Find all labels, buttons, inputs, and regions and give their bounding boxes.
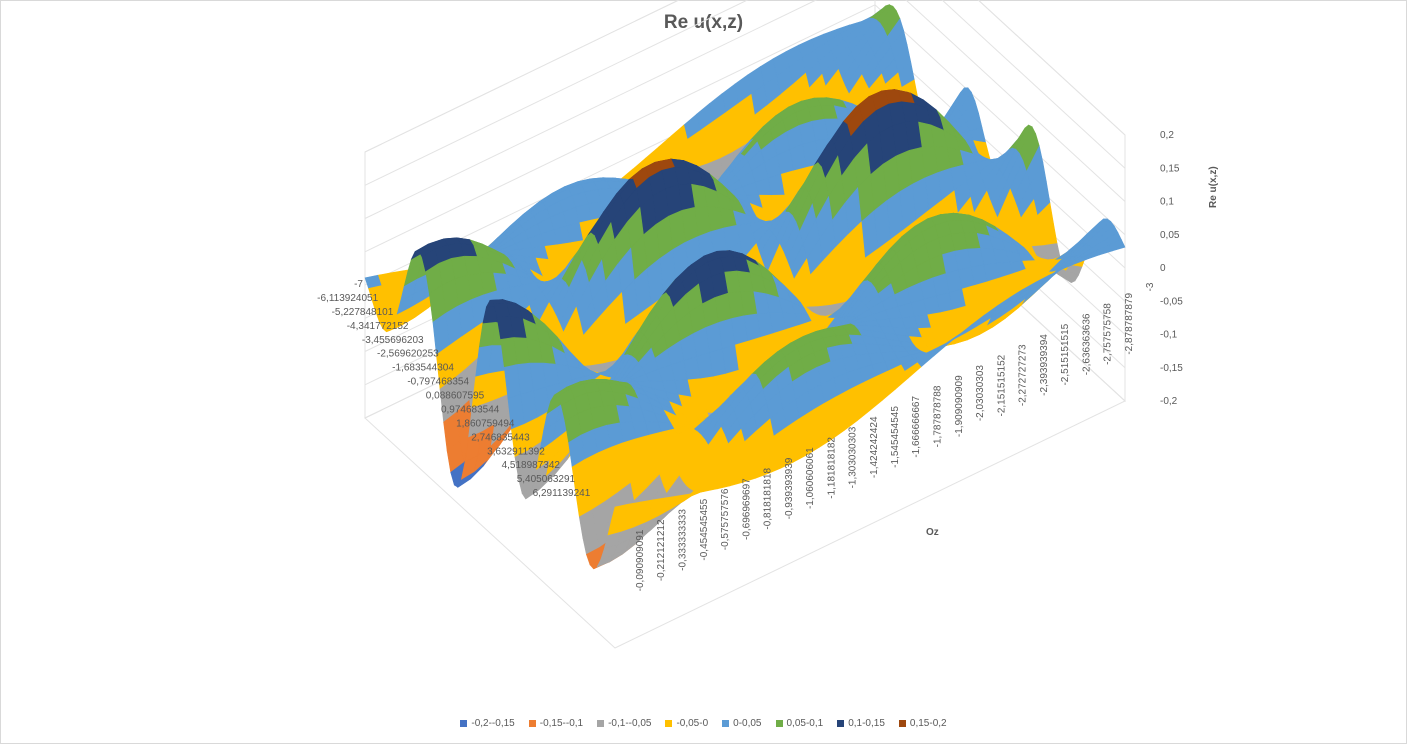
z-tick-label: 0,05 <box>1160 230 1180 241</box>
legend-item: 0,1-0,15 <box>837 718 885 729</box>
x-tick-label: -0,939393939 <box>784 457 795 519</box>
x-tick-label: -2,515151515 <box>1060 323 1071 385</box>
surface-cell <box>610 503 629 522</box>
z-tick-label: 0 <box>1160 263 1166 274</box>
y-tick-label: 2,746835443 <box>471 432 530 443</box>
x-tick-label: -0,454545455 <box>699 498 710 560</box>
legend-label: -0,05-0 <box>676 718 709 729</box>
legend-label: -0,1--0,05 <box>608 718 652 729</box>
x-tick-label: -2,03030303 <box>975 365 986 422</box>
y-tick-label: -7 <box>354 279 363 290</box>
y-axis-ticks: -7 -6,113924051 -5,227848101 -4,341772152 -3… <box>317 279 591 499</box>
legend-label: 0,15-0,2 <box>909 718 947 729</box>
x-tick-label: -3 <box>1145 282 1156 291</box>
legend-swatch <box>775 720 783 727</box>
x-axis-label: Oz <box>926 527 939 538</box>
chart-title: Re u(x,z) <box>663 12 744 33</box>
legend-label: 0-0,05 <box>733 718 762 729</box>
y-tick-label: 1,860759494 <box>456 418 515 429</box>
y-tick-label: 4,518987342 <box>502 460 561 471</box>
legend-item: -0,05-0 <box>665 718 708 729</box>
x-tick-label: -1,424242424 <box>869 416 880 478</box>
x-tick-label: -0,575757576 <box>720 488 731 550</box>
x-tick-label: -1,060606061 <box>805 447 816 509</box>
x-tick-label: -1,909090909 <box>954 375 965 437</box>
x-tick-label: -1,666666667 <box>911 396 922 458</box>
x-tick-label: -0,333333333 <box>677 509 688 571</box>
y-tick-label: -2,569620253 <box>377 349 439 360</box>
y-tick-label: -5,227848101 <box>332 307 394 318</box>
y-tick-label: 6,291139241 <box>533 488 591 499</box>
y-tick-label: 0,088607595 <box>426 391 485 402</box>
x-tick-label: -2,757575758 <box>1103 303 1114 365</box>
legend-swatch <box>665 720 673 727</box>
x-tick-label: -2,393939394 <box>1039 334 1050 396</box>
x-axis-ticks: -0,090909091 -0,212121212 -0,333333333 -0,4… <box>635 282 1156 591</box>
surface-mesh <box>364 4 1126 570</box>
legend-label: -0,15--0,1 <box>539 718 584 729</box>
z-tick-label: -0,05 <box>1160 296 1183 307</box>
x-tick-label: -1,181818182 <box>826 437 837 499</box>
x-tick-label: -1,545454545 <box>890 406 901 468</box>
legend-item: -0,2--0,15 <box>460 718 515 729</box>
y-tick-label: -1,683544304 <box>392 363 454 374</box>
legend-label: 0,05-0,1 <box>786 718 824 729</box>
z-axis-ticks: 0,2 0,15 0,1 0,05 0 -0,05 -0,1 -0,15 -0,2 <box>1160 130 1183 407</box>
legend-swatch <box>898 720 906 727</box>
z-tick-label: -0,15 <box>1160 363 1183 374</box>
z-axis-label: Re u(x,z) <box>1208 166 1219 208</box>
z-tick-label: -0,2 <box>1160 396 1178 407</box>
x-tick-label: -2,636363636 <box>1081 313 1092 375</box>
legend-label: -0,2--0,15 <box>471 718 515 729</box>
y-tick-label: -6,113924051 <box>317 293 378 304</box>
x-tick-label: -0,212121212 <box>656 519 667 581</box>
legend-item: -0,15--0,1 <box>528 718 584 729</box>
x-tick-label: -0,818181818 <box>763 467 774 529</box>
legend-swatch <box>528 720 536 727</box>
legend-swatch <box>460 720 468 727</box>
y-tick-label: -0,797468354 <box>407 377 469 388</box>
y-tick-label: -3,455696203 <box>362 335 424 346</box>
x-tick-label: -1,303030303 <box>848 426 859 488</box>
y-tick-label: 3,632911392 <box>487 446 545 457</box>
x-tick-label: -0,696969697 <box>741 478 752 540</box>
legend-label: 0,1-0,15 <box>848 718 885 729</box>
legend-swatch <box>722 720 730 727</box>
z-tick-label: 0,2 <box>1160 130 1174 141</box>
x-tick-label: -2,272727273 <box>1018 344 1029 406</box>
x-tick-label: -2,151515152 <box>996 354 1007 416</box>
z-tick-label: -0,1 <box>1160 330 1178 341</box>
legend-item: -0,1--0,05 <box>597 718 651 729</box>
legend: -0,2--0,15 -0,15--0,1 -0,1--0,05 -0,05-0 0-0… <box>0 718 1407 729</box>
y-tick-label: -4,341772152 <box>347 321 409 332</box>
y-tick-label: 5,405063291 <box>517 474 576 485</box>
x-tick-label: -2,878787879 <box>1124 293 1135 355</box>
legend-swatch <box>837 720 845 727</box>
x-tick-label: -1,787878788 <box>932 385 943 447</box>
legend-swatch <box>597 720 605 727</box>
legend-item: 0,15-0,2 <box>898 718 947 729</box>
legend-item: 0-0,05 <box>722 718 762 729</box>
z-tick-label: 0,15 <box>1160 163 1180 174</box>
x-tick-label: -0,090909091 <box>635 529 646 591</box>
legend-item: 0,05-0,1 <box>775 718 824 729</box>
z-tick-label: 0,1 <box>1160 197 1174 208</box>
y-tick-label: 0,974683544 <box>441 404 500 415</box>
